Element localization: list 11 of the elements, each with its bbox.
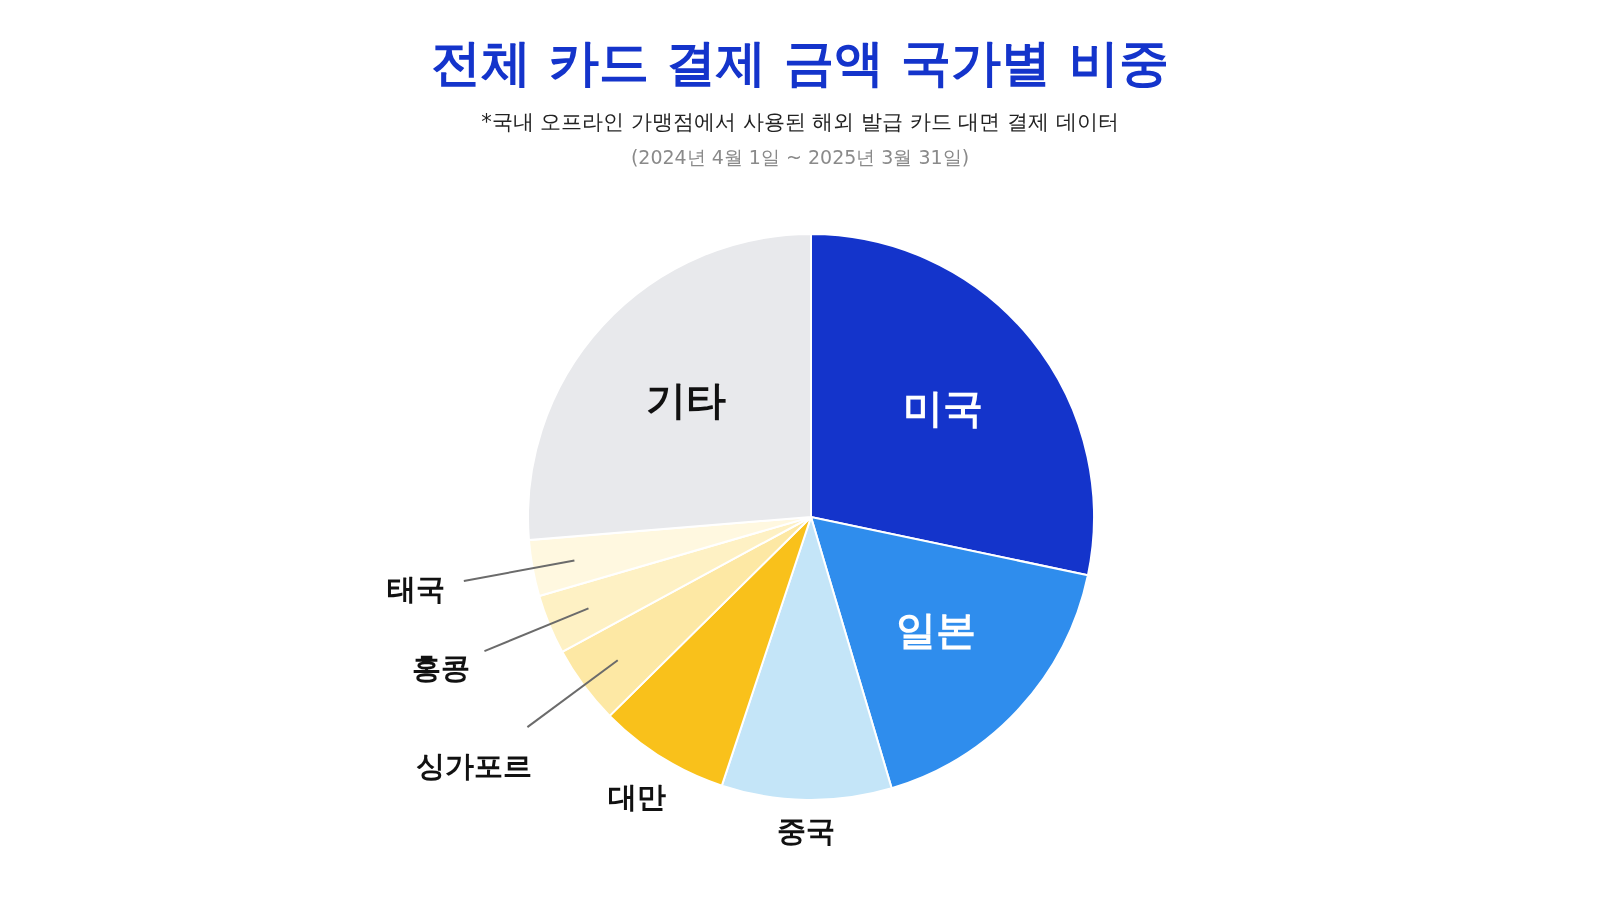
slice-label: 일본 [895, 607, 976, 654]
slice-label: 홍콩 [412, 650, 471, 685]
chart-subtitle: *국내 오프라인 가맹점에서 사용된 해외 발급 카드 대면 결제 데이터 [481, 110, 1119, 134]
slice-label: 중국 [777, 814, 836, 849]
slice-label: 기타 [646, 376, 727, 423]
slice-label: 미국 [902, 385, 983, 431]
chart-title: 전체 카드 결제 금액 국가별 비중 [431, 34, 1169, 92]
text: (2024년 4월 1일 ~ 2025년 3월 31일) [630, 146, 970, 168]
slice-label: 싱가포르 [415, 748, 532, 783]
slice-label: 대만 [607, 779, 666, 814]
slice-label: 태국 [387, 571, 446, 606]
